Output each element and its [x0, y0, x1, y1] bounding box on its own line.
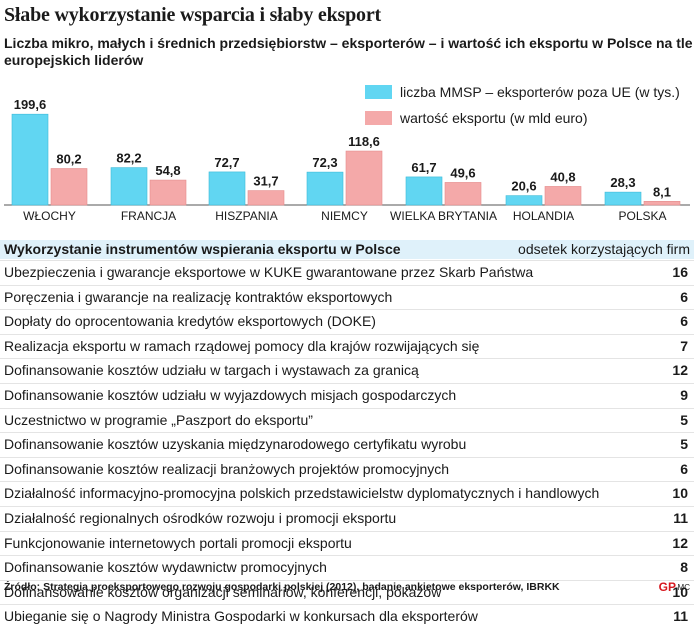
row-value: 11: [673, 608, 688, 625]
row-value: 6: [680, 313, 688, 330]
table-row: Działalność informacyjno-promocyjna pols…: [0, 481, 694, 506]
source-note: Źródło: Strategia proeksportowego rozwoj…: [4, 581, 560, 593]
row-label: Dofinansowanie kosztów udziału w targach…: [4, 362, 419, 379]
row-value: 12: [672, 534, 688, 551]
row-value: 8: [680, 559, 688, 576]
row-value: 10: [672, 485, 688, 502]
bar-export-value: [345, 150, 383, 206]
row-label: Dopłaty do oprocentowania kredytów ekspo…: [4, 313, 376, 330]
bar-exporters: [604, 191, 642, 206]
x-tick-label: WŁOCHY: [23, 209, 76, 223]
x-tick-label: FRANCJA: [121, 209, 176, 223]
row-value: 7: [680, 337, 688, 354]
data-label: 72,7: [214, 155, 239, 170]
bar-exporters: [306, 171, 344, 206]
bar-export-value: [50, 168, 88, 206]
row-label: Dofinansowanie kosztów udziału w wyjazdo…: [4, 386, 457, 403]
row-label: Działalność informacyjno-promocyjna pols…: [4, 485, 600, 502]
table-header: Wykorzystanie instrumentów wspierania ek…: [0, 240, 694, 259]
row-value: 5: [680, 411, 688, 428]
table-row: Ubieganie się o Nagrody Ministra Gospoda…: [0, 604, 694, 629]
bar-exporters: [208, 171, 246, 206]
bar-export-value: [544, 186, 582, 206]
publisher-logo: GP: [658, 580, 676, 594]
bar-exporters: [505, 195, 543, 206]
x-tick-label: HISZPANIA: [215, 209, 277, 223]
row-value: 5: [680, 436, 688, 453]
x-tick-label: POLSKA: [618, 209, 666, 223]
data-label: 8,1: [653, 184, 671, 199]
table-row: Poręczenia i gwarancje na realizację kon…: [0, 284, 694, 310]
table-body: Ubezpieczenia i gwarancje eksportowe w K…: [0, 260, 694, 629]
x-tick-label: WIELKA BRYTANIA: [390, 209, 497, 223]
data-label: 118,6: [348, 134, 380, 149]
bar-exporters: [11, 113, 49, 206]
table-row: Realizacja eksportu w ramach rządowej po…: [0, 333, 694, 359]
legend-item-exporters: liczba MMSP – eksporterów poza UE (w tys…: [365, 81, 680, 103]
table-row: Dofinansowanie kosztów realizacji branżo…: [0, 456, 694, 482]
bar-exporters: [405, 176, 443, 206]
data-label: 82,2: [116, 151, 141, 166]
row-value: 16: [672, 264, 688, 280]
bar-export-value: [444, 182, 482, 206]
legend-item-export-value: wartość eksportu (w mld euro): [365, 107, 680, 129]
row-label: Funkcjonowanie internetowych portali pro…: [4, 534, 352, 551]
table-row: Dofinansowanie kosztów uzyskania międzyn…: [0, 432, 694, 457]
data-label: 54,8: [155, 163, 180, 178]
data-label: 40,8: [550, 169, 575, 184]
row-value: 10: [672, 583, 688, 600]
data-label: 31,7: [253, 174, 278, 189]
chart-legend: liczba MMSP – eksporterów poza UE (w tys…: [365, 81, 680, 133]
row-label: Ubezpieczenia i gwarancje eksportowe w K…: [4, 264, 534, 280]
row-value: 9: [680, 386, 688, 403]
row-value: 6: [680, 288, 688, 305]
data-label: 20,6: [511, 179, 536, 194]
data-label: 199,6: [14, 97, 47, 112]
table-row: Działalność regionalnych ośrodków rozwoj…: [0, 505, 694, 531]
x-tick-label: NIEMCY: [321, 209, 368, 223]
row-value: 12: [672, 362, 688, 379]
data-label: 28,3: [610, 175, 635, 190]
legend-swatch-export-value: [365, 111, 392, 125]
legend-swatch-exporters: [365, 85, 392, 99]
row-label: Dofinansowanie kosztów uzyskania międzyn…: [4, 436, 467, 453]
table-row: Dofinansowanie kosztów udziału w targach…: [0, 358, 694, 383]
row-label: Dofinansowanie kosztów realizacji branżo…: [4, 460, 450, 477]
table-row: Dofinansowanie kosztów organizacji semin…: [0, 579, 694, 605]
data-label: 72,3: [312, 155, 337, 170]
chart-subtitle: Liczba mikro, małych i średnich przedsię…: [4, 35, 693, 68]
row-label: Uczestnictwo w programie „Paszport do ek…: [4, 411, 313, 428]
row-label: Dofinansowanie kosztów wydawnictw promoc…: [4, 559, 327, 576]
bar-export-value: [247, 190, 285, 206]
row-value: 6: [680, 460, 688, 477]
row-label: Działalność regionalnych ośrodków rozwoj…: [4, 509, 397, 526]
row-value: 11: [673, 509, 688, 526]
table-row: Dofinansowanie kosztów udziału w wyjazdo…: [0, 382, 694, 408]
row-label: Poręczenia i gwarancje na realizację kon…: [4, 288, 393, 305]
table-header-title: Wykorzystanie instrumentów wspierania ek…: [4, 241, 401, 257]
bar-export-value: [149, 179, 187, 206]
bar-exporters: [110, 167, 148, 206]
row-label: Dofinansowanie kosztów organizacji semin…: [4, 583, 442, 600]
data-label: 61,7: [411, 160, 436, 175]
data-label: 80,2: [56, 152, 81, 167]
bar-chart: 199,6 80,2 WŁOCHY 82,2 54,8 FRANCJA 72,7 31,7 HI…: [4, 97, 690, 223]
bar-export-value: [643, 201, 681, 206]
data-label: 49,6: [450, 165, 475, 180]
page-title: Słabe wykorzystanie wsparcia i słaby eks…: [4, 4, 381, 26]
table-row: Dopłaty do oprocentowania kredytów ekspo…: [0, 309, 694, 334]
table-row: Ubezpieczenia i gwarancje eksportowe w K…: [0, 260, 694, 285]
x-tick-label: HOLANDIA: [513, 209, 574, 223]
author-credit: MC: [677, 583, 690, 592]
table-row: Dofinansowanie kosztów wydawnictw promoc…: [0, 555, 694, 580]
legend-label-exporters: liczba MMSP – eksporterów poza UE (w tys…: [400, 84, 680, 100]
table-row: Funkcjonowanie internetowych portali pro…: [0, 530, 694, 556]
row-label: Ubieganie się o Nagrody Ministra Gospoda…: [4, 608, 478, 625]
row-label: Realizacja eksportu w ramach rządowej po…: [4, 337, 480, 354]
table-header-unit: odsetek korzystających firm: [518, 241, 690, 257]
table-row: Uczestnictwo w programie „Paszport do ek…: [0, 407, 694, 433]
legend-label-export-value: wartość eksportu (w mld euro): [400, 110, 588, 126]
